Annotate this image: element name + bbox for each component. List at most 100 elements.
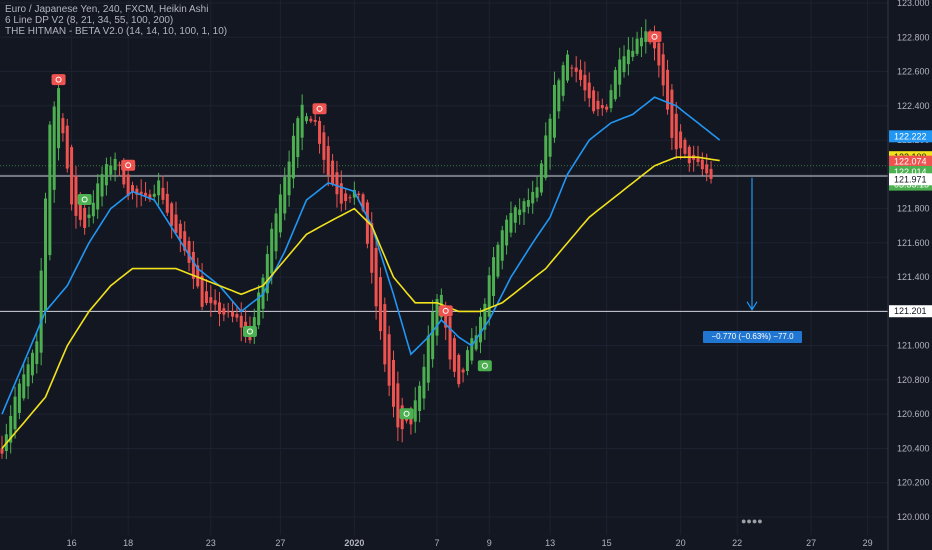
chart-header: Euro / Japanese Yen, 240, FXCM, Heikin A… (5, 4, 227, 37)
candle-body (87, 214, 91, 218)
candle-body (700, 159, 704, 170)
price-tick-label: 120.000 (897, 512, 930, 522)
candle-body (461, 369, 465, 373)
candle-body (222, 308, 226, 315)
sell-signal-icon (647, 31, 662, 43)
candle-body (492, 257, 496, 296)
sell-signal-icon (121, 159, 136, 171)
price-tag (889, 305, 932, 318)
candle-body (270, 228, 274, 274)
sell-signal-icon (438, 305, 453, 317)
signal-glyph (55, 76, 62, 83)
candle-body (331, 160, 335, 184)
candle-body (609, 90, 613, 109)
candle-body (631, 50, 635, 57)
candle-body (374, 247, 378, 307)
candle-body (579, 69, 583, 80)
candle-body (518, 209, 522, 216)
candle-body (22, 374, 26, 399)
candle-body (344, 193, 348, 202)
indicator-legend-1[interactable]: 6 Line DP V2 (8, 21, 34, 55, 100, 200) (5, 15, 174, 26)
candle-body (378, 277, 382, 332)
candle-body (444, 306, 448, 328)
time-axis[interactable]: 16 18 23 27 2020 7 9 13 15 20 22 27 29 (67, 538, 873, 548)
price-tick-label: 120.600 (897, 409, 930, 419)
candle-body (383, 304, 387, 365)
candle-body (526, 200, 530, 207)
signal-glyph (651, 33, 658, 40)
candle-body (570, 67, 574, 69)
signal-glyph (442, 307, 449, 314)
candle-body (496, 244, 500, 277)
candle-body (357, 193, 361, 195)
candle-body (309, 118, 313, 122)
candle-body (83, 207, 87, 228)
candle-body (200, 275, 204, 307)
candle-body (596, 100, 600, 110)
candle-body (157, 180, 161, 196)
candle-body (452, 338, 456, 372)
buy-signal-icon (477, 360, 492, 372)
candle-body (326, 146, 330, 176)
candle-body (183, 231, 187, 251)
signal-glyph (125, 162, 132, 169)
candle-body (683, 139, 687, 154)
candle-body (431, 311, 435, 360)
candle-body (426, 335, 430, 383)
candle-body (639, 37, 643, 47)
buy-signal-icon (77, 194, 92, 206)
candle-body (422, 366, 426, 399)
candle-body (574, 67, 578, 72)
time-tick-label: 22 (732, 538, 742, 548)
candle-body (479, 316, 482, 343)
signal-glyph (481, 362, 488, 369)
candle-body (687, 146, 691, 164)
time-tick-label: 27 (806, 538, 816, 548)
candle-body (131, 185, 134, 193)
signal-glyph (316, 105, 323, 112)
indicator-legend-2[interactable]: THE HITMAN - BETA V2.0 (14, 14, 10, 100,… (5, 26, 228, 37)
candle-body (204, 291, 208, 304)
candle-body (196, 265, 200, 287)
candle-body (600, 105, 604, 109)
candle-body (52, 106, 56, 190)
price-tick-label: 122.600 (897, 67, 930, 77)
candle-body (335, 172, 339, 195)
candle-body (265, 254, 269, 294)
candle-body (231, 311, 235, 317)
measure-label: −0.770 (−0.63%) −77.0 (703, 331, 802, 343)
candle-body (561, 65, 565, 96)
price-tick-label: 120.400 (897, 443, 930, 453)
candle-body (57, 88, 61, 149)
candle-body (74, 175, 78, 216)
candle-body (61, 118, 65, 134)
candle-body (539, 163, 543, 193)
candle-body (117, 164, 121, 166)
symbol-title[interactable]: Euro / Japanese Yen, 240, FXCM, Heikin A… (5, 4, 209, 15)
price-tick-label: 122.800 (897, 32, 930, 42)
candle-body (544, 135, 548, 178)
candle-body (709, 168, 713, 179)
candle-body (505, 219, 509, 246)
time-tick-label: 29 (863, 538, 873, 548)
candle-body (626, 49, 630, 65)
measure-arrow[interactable] (746, 177, 758, 311)
candle-body (674, 113, 678, 150)
ma-fast-line (1, 96, 721, 415)
price-tick-label: 121.600 (897, 238, 930, 248)
candle-body (165, 193, 169, 213)
candle-body (239, 315, 243, 328)
signals (51, 31, 662, 420)
candle-body (283, 177, 287, 214)
candle-body (522, 201, 526, 213)
candle-body (587, 82, 591, 99)
candle-body (144, 192, 148, 196)
candle-body (409, 418, 413, 425)
candle-body (104, 164, 108, 186)
candle-body (666, 69, 670, 110)
candle-body (213, 300, 217, 305)
candle-body (0, 448, 4, 454)
candle-body (305, 116, 308, 122)
